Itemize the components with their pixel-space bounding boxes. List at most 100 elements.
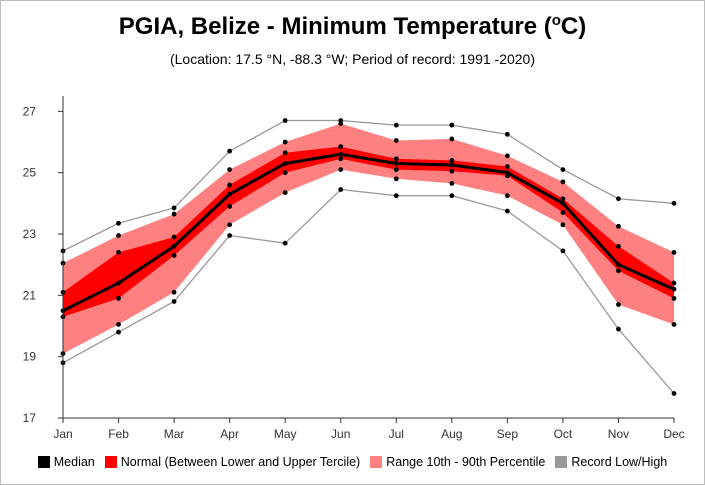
median-point (338, 151, 344, 157)
legend-item-median: Median (37, 455, 95, 469)
median-point (282, 161, 288, 166)
percentile-90-point (171, 211, 177, 217)
record-low-point (282, 240, 288, 246)
record-low-point (116, 329, 121, 335)
legend-swatch-range (370, 456, 383, 468)
legend-item-record: Record Low/High (555, 455, 667, 469)
median-point (393, 161, 399, 166)
y-tick-label: 25 (23, 166, 37, 180)
x-tick-label: Jun (331, 427, 350, 441)
normal-upper-point (616, 243, 621, 249)
x-tick-label: Nov (608, 427, 629, 441)
record-low-point (227, 233, 233, 238)
normal-lower-point (449, 168, 455, 174)
normal-lower-point (282, 170, 288, 176)
normal-lower-point (338, 156, 344, 162)
x-tick-label: Feb (108, 427, 129, 441)
record-high-point (227, 148, 233, 154)
normal-upper-point (282, 150, 288, 156)
normal-tercile-band (63, 146, 674, 317)
percentile-10-point (171, 289, 177, 295)
median-point (560, 200, 566, 206)
x-tick-label: Sep (497, 427, 519, 441)
record-low-point (616, 326, 621, 332)
record-high-point (671, 200, 677, 206)
normal-upper-point (338, 144, 344, 150)
record-low-point (338, 187, 344, 192)
record-high-point (171, 205, 177, 211)
record-low-point (393, 193, 399, 199)
normal-lower-point (616, 268, 621, 274)
percentile-90-point (227, 167, 233, 173)
percentile-10-point (560, 222, 566, 228)
x-tick-label: Oct (554, 427, 573, 441)
median-line (62, 152, 675, 313)
normal-lower-point (171, 253, 177, 258)
y-tick-label: 23 (23, 227, 37, 241)
x-tick-label: Jan (53, 427, 72, 441)
record-high-line (62, 119, 675, 252)
percentile-10-point (338, 167, 344, 173)
median-point (671, 286, 677, 292)
legend-label-median: Median (53, 455, 95, 469)
normal-upper-point (449, 158, 455, 163)
record-high-point (116, 220, 121, 226)
legend-label-range: Range 10th - 90th Percentile (386, 455, 546, 469)
legend-swatch-normal (104, 456, 117, 468)
percentile-90-point (338, 121, 344, 126)
percentile-10-point (227, 222, 233, 228)
median-point (504, 170, 510, 176)
percentile-10-point (393, 176, 399, 182)
percentile-10-point (449, 181, 455, 186)
record-high-point (393, 122, 399, 128)
chart-title: PGIA, Belize - Minimum Temperature (oC) (118, 12, 587, 40)
record-high-point (560, 167, 566, 173)
median-point (616, 262, 621, 268)
legend-swatch-median (37, 456, 50, 468)
record-low-point (504, 208, 510, 214)
record-high-point (616, 196, 621, 202)
legend-item-normal: Normal (Between Lower and Upper Tercile) (104, 455, 361, 469)
y-tick-label: 27 (23, 104, 37, 118)
x-tick-label: Dec (663, 427, 684, 441)
median-point (116, 280, 121, 286)
percentile-90-point (282, 139, 288, 145)
percentile-10-point (116, 322, 121, 327)
percentile-90-point (393, 138, 399, 143)
normal-upper-point (393, 156, 399, 162)
percentile-90-point (671, 250, 677, 255)
median-point (449, 162, 455, 168)
normal-lower-point (116, 296, 121, 301)
x-tick-label: Aug (441, 427, 462, 441)
percentile-90-point (560, 179, 566, 185)
x-tick-label: May (274, 427, 297, 441)
normal-upper-point (171, 234, 177, 240)
x-tick-label: Jul (389, 427, 404, 441)
median-point (227, 191, 233, 197)
normal-upper-point (227, 182, 233, 188)
legend: Median Normal (Between Lower and Upper T… (0, 455, 705, 469)
x-tick-label: Apr (220, 427, 239, 441)
record-low-point (560, 248, 566, 254)
normal-lower-point (671, 296, 677, 301)
y-tick-label: 17 (23, 411, 37, 425)
percentile-90-point (616, 223, 621, 229)
legend-label-normal: Normal (Between Lower and Upper Tercile) (120, 455, 361, 469)
percentile-90-point (449, 136, 455, 142)
percentile-10-point (504, 193, 510, 199)
record-high-point (449, 122, 455, 128)
record-high-point (504, 131, 510, 137)
percentile-90-point (504, 153, 510, 159)
record-low-point (671, 391, 677, 396)
legend-item-range: Range 10th - 90th Percentile (370, 455, 545, 469)
normal-lower-point (227, 204, 233, 209)
normal-upper-point (116, 250, 121, 255)
percentile-10-point (282, 190, 288, 196)
record-high-point (282, 118, 288, 123)
normal-upper-point (504, 164, 510, 169)
normal-lower-point (560, 210, 566, 215)
percentile-90-point (116, 233, 121, 238)
record-low-point (171, 299, 177, 304)
record-low-point (449, 193, 455, 199)
